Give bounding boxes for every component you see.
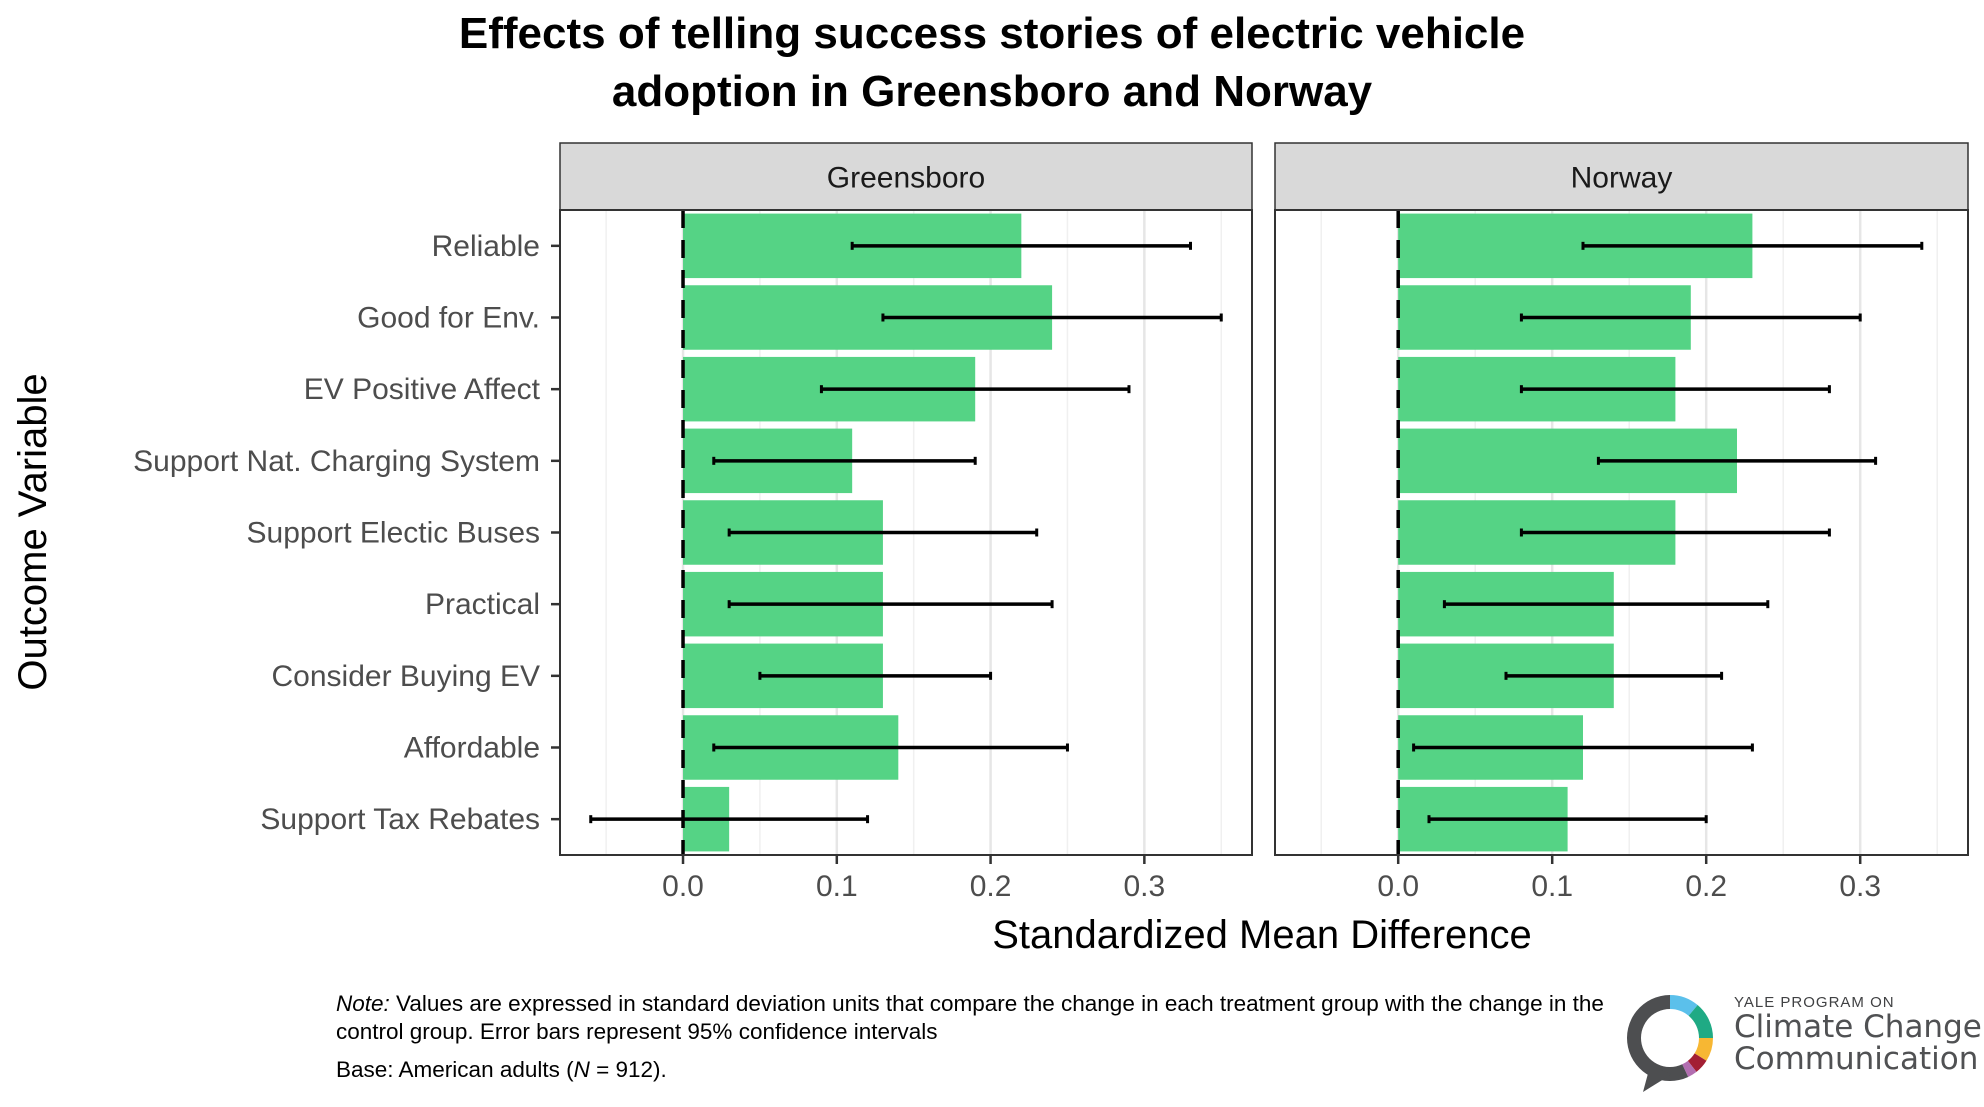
facet-strip-label: Norway bbox=[1571, 162, 1673, 195]
error-bar bbox=[712, 456, 977, 465]
logo-ring-segment bbox=[1670, 995, 1698, 1016]
error-bar bbox=[1519, 313, 1862, 322]
error-bar bbox=[1596, 456, 1878, 465]
logo-line-1: Climate Change bbox=[1734, 1009, 1982, 1045]
logo-speech-tail bbox=[1643, 1066, 1672, 1092]
y-tick-label: Reliable bbox=[432, 230, 540, 263]
error-bar bbox=[727, 600, 1054, 609]
error-bar bbox=[1581, 241, 1924, 250]
error-bar bbox=[758, 671, 993, 680]
note-label: Note: bbox=[336, 991, 390, 1016]
error-bar bbox=[1412, 743, 1754, 752]
logo-ring-segment bbox=[1682, 1060, 1697, 1077]
base-n-label: N bbox=[573, 1057, 590, 1082]
x-tick-label: 0.1 bbox=[816, 870, 858, 903]
x-axis-title: Standardized Mean Difference bbox=[992, 913, 1532, 957]
panel-border bbox=[1274, 209, 1969, 856]
facet-strip bbox=[1274, 142, 1969, 211]
error-bar bbox=[850, 241, 1192, 250]
base-text: Base: American adults (N = 912). bbox=[336, 1056, 1626, 1084]
y-tick-label: Support Nat. Charging System bbox=[133, 445, 540, 478]
base-prefix: Base: American adults ( bbox=[336, 1057, 574, 1082]
logo-line-2: Communication bbox=[1734, 1041, 1979, 1077]
logo-text: YALE PROGRAM ON Climate Change Communica… bbox=[1734, 994, 1982, 1075]
x-tick-label: 0.3 bbox=[1839, 870, 1881, 903]
logo-ring-segment bbox=[1627, 995, 1689, 1081]
y-tick-label: Practical bbox=[425, 588, 540, 621]
x-tick-label: 0.1 bbox=[1531, 870, 1573, 903]
y-tick-label: Support Electic Buses bbox=[247, 517, 540, 550]
facet-strip bbox=[559, 142, 1253, 211]
yale-logo-icon bbox=[1627, 995, 1713, 1092]
error-bar bbox=[1427, 815, 1708, 824]
logo-ring bbox=[1627, 995, 1713, 1092]
base-suffix: = 912). bbox=[589, 1057, 667, 1082]
footnote: Note: Values are expressed in standard d… bbox=[336, 990, 1626, 1084]
y-axis: Reliable Good for Env. EV Positive Affect S… bbox=[133, 230, 560, 836]
panel-greensboro: Greensboro 0.0 0.1 0.2 0.3 bbox=[559, 142, 1253, 903]
chart-title-line-2: adoption in Greensboro and Norway bbox=[612, 67, 1373, 116]
error-bar bbox=[727, 528, 1039, 537]
chart-title-line-1: Effects of telling success stories of el… bbox=[459, 9, 1525, 58]
logo-small-text: YALE PROGRAM ON bbox=[1734, 994, 1895, 1011]
y-tick-label: EV Positive Affect bbox=[304, 373, 541, 406]
y-tick-label: Consider Buying EV bbox=[272, 660, 540, 693]
panel-norway: Norway 0.0 0.1 0.2 0.3 bbox=[1274, 142, 1969, 903]
error-bar bbox=[1504, 671, 1724, 680]
note-body: Values are expressed in standard deviati… bbox=[336, 991, 1604, 1044]
note-text: Note: Values are expressed in standard d… bbox=[336, 990, 1626, 1046]
error-bar bbox=[819, 385, 1131, 394]
x-tick-label: 0.2 bbox=[970, 870, 1012, 903]
error-bar bbox=[1519, 528, 1831, 537]
y-tick-label: Affordable bbox=[404, 732, 540, 765]
facet-strip-label: Greensboro bbox=[827, 162, 985, 195]
logo-ring-segment bbox=[1687, 1053, 1707, 1072]
chart: Effects of telling success stories of el… bbox=[11, 9, 1969, 957]
error-bar bbox=[589, 815, 870, 824]
x-tick-label: 0.0 bbox=[662, 870, 704, 903]
facet-panels: Greensboro 0.0 0.1 0.2 0.3 Norway 0.0 0.1 0.2 0.3 bbox=[559, 142, 1969, 903]
y-tick-label: Support Tax Rebates bbox=[260, 803, 540, 836]
x-tick-label: 0.3 bbox=[1123, 870, 1165, 903]
error-bar bbox=[881, 313, 1223, 322]
y-tick-label: Good for Env. bbox=[357, 302, 540, 335]
error-bar bbox=[712, 743, 1069, 752]
x-tick-label: 0.0 bbox=[1377, 870, 1419, 903]
y-axis-title: Outcome Variable bbox=[11, 373, 55, 690]
logo-ring-segment bbox=[1694, 1038, 1713, 1061]
logo-ring-segment bbox=[1688, 1005, 1713, 1038]
error-bar bbox=[1519, 385, 1831, 394]
x-tick-label: 0.2 bbox=[1685, 870, 1727, 903]
error-bar bbox=[1442, 600, 1770, 609]
